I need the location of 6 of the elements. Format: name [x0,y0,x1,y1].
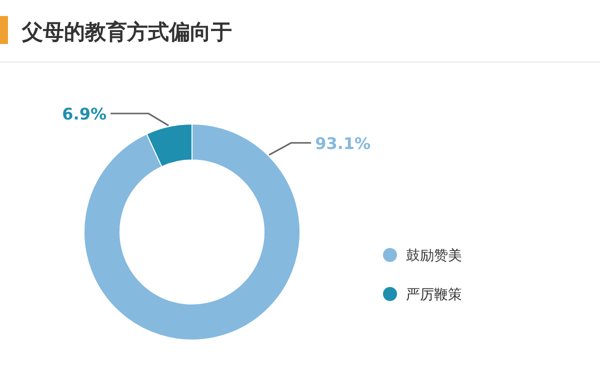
legend-label: 严厉鞭策 [406,287,462,303]
data-label: 93.1% [315,134,371,153]
legend-label: 鼓励赞美 [406,248,462,264]
donut-slice [84,124,300,340]
chart-title: 父母的教育方式偏向于 [21,20,232,44]
data-label: 6.9% [62,104,107,124]
